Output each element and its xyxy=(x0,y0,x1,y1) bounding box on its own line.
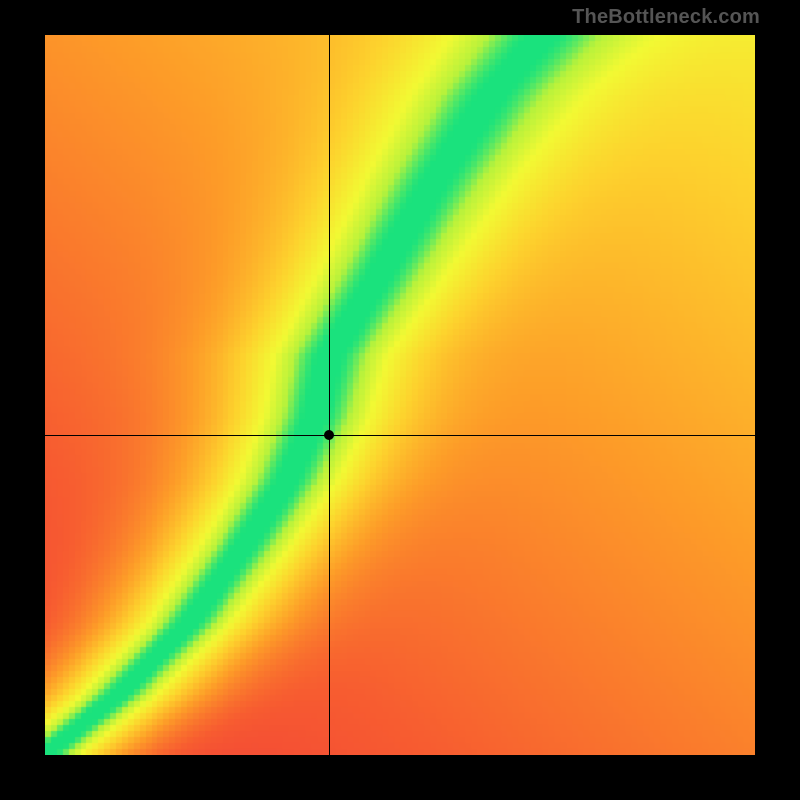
crosshair-dot xyxy=(324,430,334,440)
heatmap-frame xyxy=(45,35,755,755)
watermark-text: TheBottleneck.com xyxy=(572,6,760,29)
page-root: TheBottleneck.com xyxy=(0,0,800,800)
crosshair-horizontal xyxy=(45,435,755,436)
crosshair-vertical xyxy=(329,35,330,755)
heatmap-canvas xyxy=(45,35,755,755)
